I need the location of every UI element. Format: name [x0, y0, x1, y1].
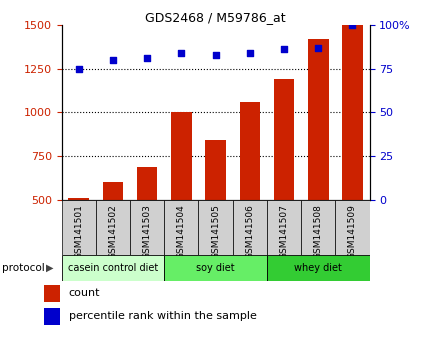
Bar	[308, 39, 329, 200]
Text: GSM141506: GSM141506	[246, 204, 254, 259]
Bar	[233, 200, 267, 255]
Text: GSM141504: GSM141504	[177, 204, 186, 259]
Bar	[301, 200, 335, 255]
Bar	[335, 200, 370, 255]
Point	[143, 55, 150, 61]
Point	[212, 52, 219, 57]
Bar	[274, 79, 294, 200]
Text: percentile rank within the sample: percentile rank within the sample	[69, 312, 257, 321]
Point	[315, 45, 322, 50]
Bar	[198, 200, 233, 255]
Title: GDS2468 / M59786_at: GDS2468 / M59786_at	[145, 11, 286, 24]
Bar	[62, 255, 164, 281]
Point	[178, 50, 185, 56]
Bar	[62, 200, 96, 255]
Bar	[164, 200, 198, 255]
Text: protocol: protocol	[2, 263, 45, 273]
Text: GSM141509: GSM141509	[348, 204, 357, 259]
Bar	[44, 308, 60, 325]
Bar	[103, 183, 123, 200]
Text: count: count	[69, 289, 100, 298]
Text: casein control diet: casein control diet	[68, 263, 158, 273]
Bar	[205, 141, 226, 200]
Bar	[130, 200, 164, 255]
Bar	[137, 167, 158, 200]
Bar	[44, 285, 60, 302]
Bar	[267, 255, 370, 281]
Text: GSM141502: GSM141502	[108, 204, 117, 259]
Bar	[267, 200, 301, 255]
Text: GSM141508: GSM141508	[314, 204, 323, 259]
Bar	[239, 102, 260, 200]
Text: ▶: ▶	[46, 263, 54, 273]
Point	[75, 66, 82, 72]
Text: GSM141501: GSM141501	[74, 204, 83, 259]
Point	[110, 57, 117, 63]
Bar	[342, 25, 363, 200]
Bar	[69, 198, 89, 200]
Text: GSM141505: GSM141505	[211, 204, 220, 259]
Point	[349, 22, 356, 28]
Text: whey diet: whey diet	[294, 263, 342, 273]
Text: soy diet: soy diet	[196, 263, 235, 273]
Bar	[96, 200, 130, 255]
Bar	[171, 113, 192, 200]
Point	[246, 50, 253, 56]
Text: GSM141507: GSM141507	[279, 204, 289, 259]
Bar	[164, 255, 267, 281]
Point	[281, 46, 288, 52]
Text: GSM141503: GSM141503	[143, 204, 152, 259]
